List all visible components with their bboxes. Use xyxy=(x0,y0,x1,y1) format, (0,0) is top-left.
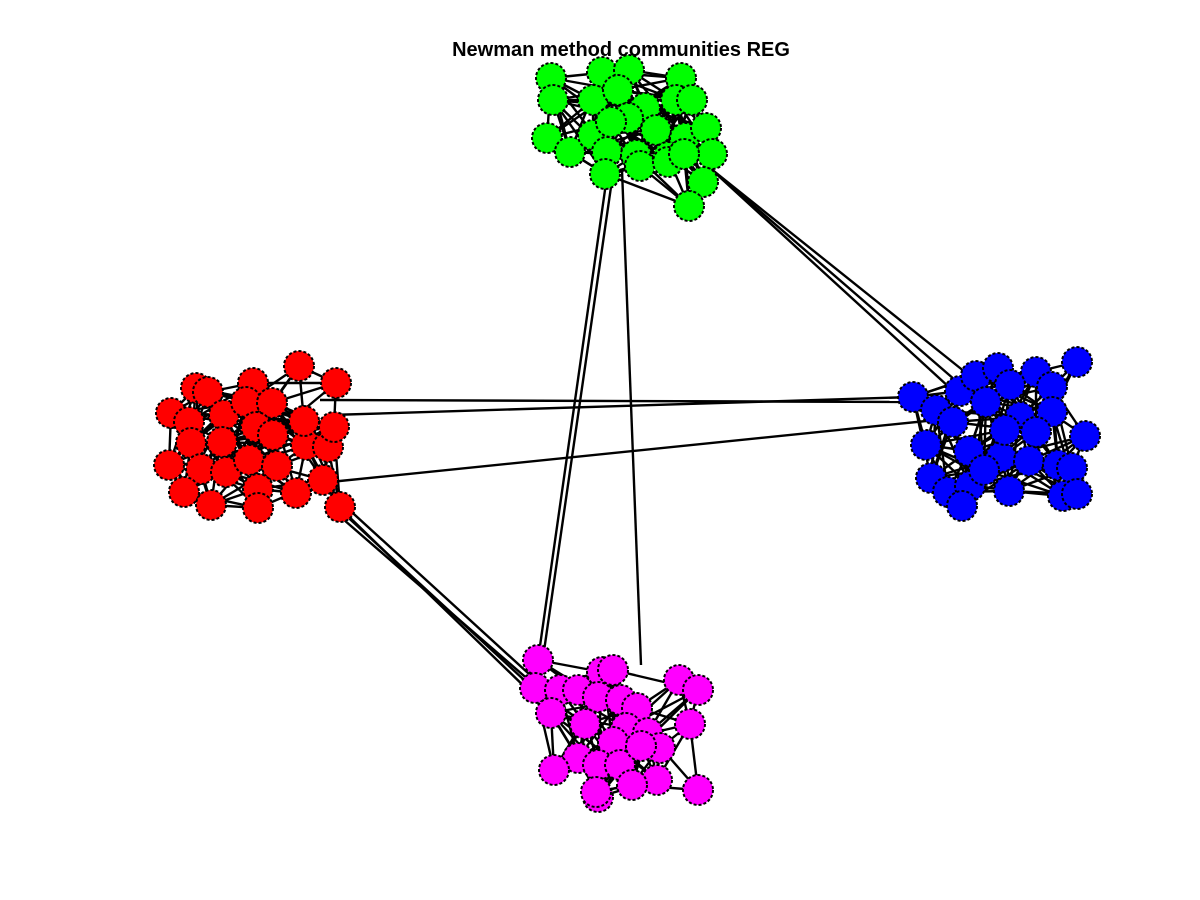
blue-node xyxy=(1013,445,1045,477)
inter-community-edge-green-blue xyxy=(699,159,966,373)
blue-node xyxy=(968,454,1000,486)
green-node xyxy=(531,122,563,154)
red-node xyxy=(242,492,274,524)
magenta-node xyxy=(682,674,714,706)
red-node xyxy=(153,449,185,481)
magenta-node xyxy=(538,754,570,786)
red-node xyxy=(192,376,224,408)
inter-community-edge-red-magenta xyxy=(338,506,531,693)
inter-community-edge-green-magenta xyxy=(536,175,609,661)
inter-community-edge-red-blue xyxy=(329,395,914,417)
red-node xyxy=(307,464,339,496)
blue-node xyxy=(1020,416,1052,448)
inter-community-edge-red-blue xyxy=(329,418,937,484)
red-node xyxy=(320,367,352,399)
green-node xyxy=(554,136,586,168)
blue-node xyxy=(989,414,1021,446)
red-node xyxy=(256,387,288,419)
inter-community-edge-red-blue xyxy=(319,398,914,404)
blue-node xyxy=(994,369,1026,401)
blue-node xyxy=(1036,371,1068,403)
blue-node xyxy=(910,429,942,461)
magenta-node xyxy=(616,769,648,801)
magenta-node xyxy=(682,774,714,806)
blue-node xyxy=(993,475,1025,507)
red-node xyxy=(195,489,227,521)
magenta-node xyxy=(580,776,612,808)
blue-node xyxy=(1056,452,1088,484)
inter-community-edge-green-blue xyxy=(711,169,951,389)
blue-node xyxy=(1069,420,1101,452)
green-node xyxy=(537,84,569,116)
magenta-node xyxy=(597,654,629,686)
figure-title: Newman method communities REG xyxy=(452,39,790,61)
red-node xyxy=(168,476,200,508)
red-node xyxy=(288,405,320,437)
blue-node xyxy=(946,490,978,522)
blue-node xyxy=(970,386,1002,418)
green-node xyxy=(640,114,672,146)
red-node xyxy=(318,411,350,443)
red-node xyxy=(233,444,265,476)
blue-node xyxy=(1061,478,1093,510)
nodes-layer xyxy=(153,54,1101,813)
green-node xyxy=(589,158,621,190)
magenta-node xyxy=(522,644,554,676)
red-node xyxy=(280,477,312,509)
red-node xyxy=(206,426,238,458)
blue-node xyxy=(1061,346,1093,378)
magenta-node xyxy=(674,708,706,740)
magenta-node xyxy=(625,730,657,762)
red-node xyxy=(175,427,207,459)
blue-node xyxy=(1036,396,1068,428)
green-node xyxy=(624,150,656,182)
magenta-node xyxy=(535,697,567,729)
green-node xyxy=(595,106,627,138)
red-node xyxy=(324,491,356,523)
inter-community-edge-green-magenta xyxy=(540,179,614,666)
red-node xyxy=(283,350,315,382)
magenta-node xyxy=(569,708,601,740)
green-node xyxy=(673,190,705,222)
green-node xyxy=(668,138,700,170)
inter-community-edge-green-blue xyxy=(707,165,956,381)
green-node xyxy=(687,166,719,198)
inter-community-edge-green-magenta xyxy=(620,169,643,666)
red-node xyxy=(257,419,289,451)
red-node xyxy=(261,450,293,482)
green-node xyxy=(676,84,708,116)
green-node xyxy=(602,74,634,106)
green-node xyxy=(696,138,728,170)
blue-node xyxy=(937,406,969,438)
inter-community-edge-red-magenta xyxy=(343,504,541,685)
green-node xyxy=(690,112,722,144)
